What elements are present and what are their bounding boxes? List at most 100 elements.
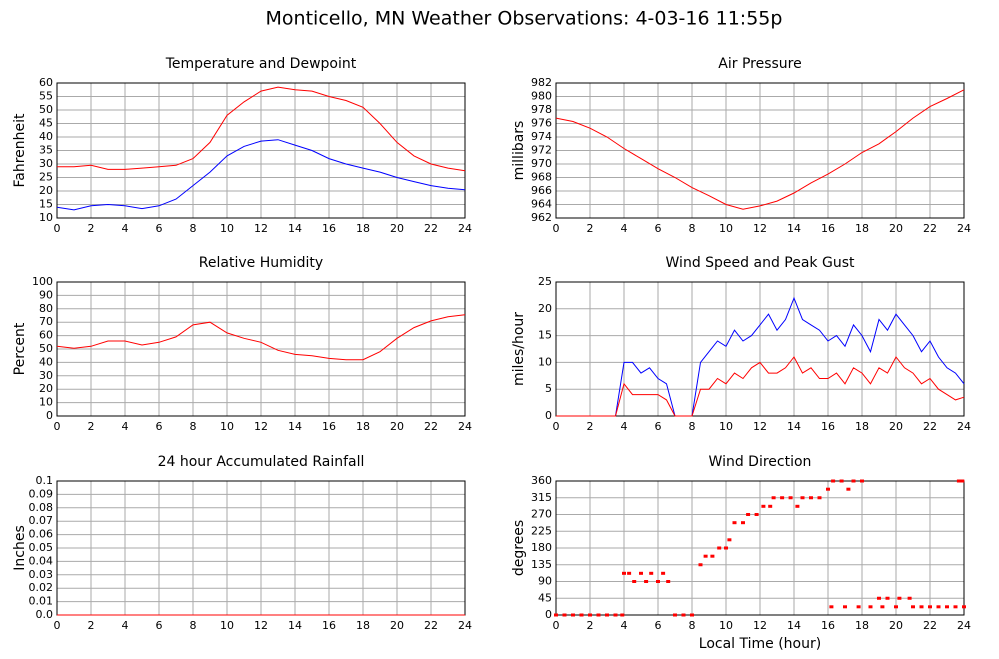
x-tick-label: 14 [288,222,302,235]
y-tick-label: 0.0 [36,608,54,621]
point [588,613,592,617]
x-tick-label: 20 [390,619,404,632]
point [780,496,785,500]
y-tick-label: 0.03 [29,568,54,581]
point [907,596,912,600]
plot-frame [56,281,466,417]
panel-title: Wind Direction [709,454,812,470]
point [880,605,885,609]
x-tick-label: 8 [190,420,197,433]
point [839,479,844,483]
plot-frame [56,82,466,219]
x-tick-label: 20 [889,619,903,632]
point [809,496,813,500]
x-tick-label: 4 [621,420,628,433]
point [620,613,625,617]
x-tick-label: 22 [424,619,438,632]
x-tick-label: 2 [88,619,95,632]
x-tick-label: 10 [220,222,234,235]
x-tick-label: 6 [655,222,662,235]
x-tick-label: 4 [122,222,129,235]
point [911,605,915,609]
x-tick-label: 16 [821,222,835,235]
point [605,613,609,617]
y-tick-label: 135 [531,558,552,571]
y-tick-label: 0.08 [29,501,54,514]
point [562,613,567,617]
y-tick-label: 964 [531,198,552,211]
point [831,479,836,483]
point [936,605,941,609]
point [795,504,800,508]
x-tick-label: 0 [54,619,61,632]
point [596,613,601,617]
series-line [556,296,965,417]
y-tick-label: 25 [538,275,552,288]
y-tick-label: 30 [39,369,53,382]
y-tick-label: 40 [39,130,53,143]
point [698,563,703,567]
x-tick-label: 24 [957,420,971,433]
x-tick-label: 10 [719,619,733,632]
point [666,580,671,583]
y-tick-label: 5 [545,382,552,395]
y-tick-label: 0.1 [36,474,54,487]
x-tick-label: 22 [923,222,937,235]
x-tick-label: 14 [787,222,801,235]
point [829,605,834,609]
x-tick-label: 20 [390,222,404,235]
x-tick-label: 16 [322,619,336,632]
point [945,605,949,609]
x-tick-label: 24 [957,222,971,235]
x-tick-label: 18 [356,420,370,433]
y-tick-label: 360 [531,474,552,487]
point [639,571,643,575]
y-tick-label: 976 [531,117,552,130]
y-tick-label: 0.06 [29,528,54,541]
point [724,546,728,550]
point [826,487,830,491]
x-tick-label: 2 [88,222,95,235]
y-tick-label: 45 [39,117,53,130]
panel-title: Air Pressure [718,56,801,72]
y-tick-label: 0 [545,608,552,621]
point [681,613,686,617]
x-tick-label: 0 [54,420,61,433]
x-tick-label: 16 [322,420,336,433]
panel-title: Wind Speed and Peak Gust [666,255,855,271]
y-tick-label: 315 [531,491,552,504]
x-tick-label: 2 [587,222,594,235]
x-tick-label: 4 [621,222,628,235]
x-tick-label: 12 [753,619,767,632]
y-tick-label: 90 [39,288,53,301]
x-tick-label: 16 [821,420,835,433]
x-tick-label: 8 [689,420,696,433]
x-tick-label: 14 [288,420,302,433]
x-tick-label: 6 [655,619,662,632]
y-tick-label: 30 [39,157,53,170]
plot-frame [555,82,965,219]
point [741,521,745,525]
x-tick-label: 6 [156,619,163,632]
y-tick-label: 962 [531,211,552,224]
x-tick-label: 10 [719,420,733,433]
point [897,596,902,600]
point [649,571,654,575]
point [894,605,898,609]
x-tick-label: 14 [787,619,801,632]
x-tick-label: 6 [156,420,163,433]
x-tick-label: 16 [821,619,835,632]
y-tick-label: 0.04 [29,554,54,567]
x-tick-label: 0 [553,420,560,433]
x-tick-label: 18 [855,222,869,235]
y-axis-label: millibars [511,121,527,181]
y-axis-label: Percent [12,322,28,375]
x-tick-label: 10 [220,420,234,433]
y-tick-label: 0 [545,409,552,422]
x-tick-label: 8 [190,619,197,632]
y-tick-label: 978 [531,103,552,116]
y-tick-label: 50 [39,103,53,116]
x-tick-label: 12 [254,222,268,235]
x-tick-label: 6 [156,222,163,235]
y-tick-label: 970 [531,157,552,170]
